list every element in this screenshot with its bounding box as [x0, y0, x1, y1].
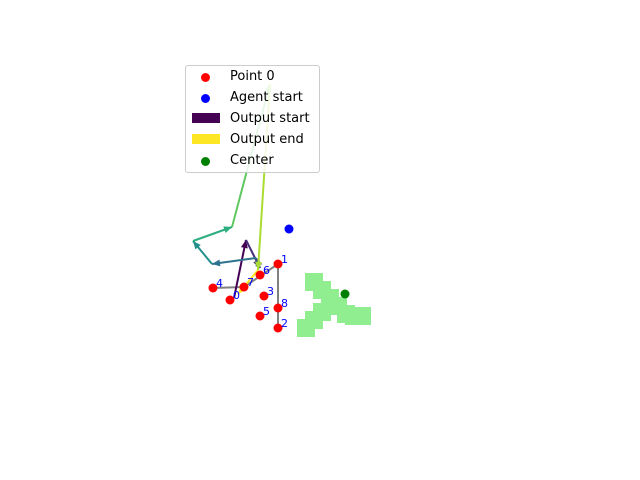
- point-marker-5: [255, 311, 265, 321]
- legend: Point 0 Agent start Output start Output …: [185, 65, 320, 173]
- trajectory-arrowhead-5: [223, 226, 232, 233]
- legend-swatch-output-end: [192, 134, 220, 144]
- point-marker-2: [273, 323, 283, 333]
- legend-item-output-end: Output end: [186, 130, 321, 150]
- point-marker-0: [225, 295, 235, 305]
- legend-item-agent-start: Agent start: [186, 88, 321, 108]
- legend-label-output-end: Output end: [230, 132, 304, 147]
- point-marker-6: [255, 270, 265, 280]
- trajectory-segment-0: [233, 239, 247, 299]
- legend-item-output-start: Output start: [186, 109, 321, 129]
- shape-cell-10: [321, 295, 339, 313]
- point-label-2: 2: [281, 317, 288, 330]
- legend-swatch-agent-start: [201, 94, 210, 103]
- point-label-0: 0: [233, 289, 240, 302]
- legend-label-point0: Point 0: [230, 69, 275, 84]
- point-label-3: 3: [267, 285, 274, 298]
- legend-label-output-start: Output start: [230, 111, 310, 126]
- point-marker-3: [259, 291, 269, 301]
- points-layer: [208, 259, 283, 333]
- point-label-1: 1: [281, 253, 288, 266]
- point-marker-4: [208, 283, 218, 293]
- legend-swatch-point0: [201, 73, 210, 82]
- point-label-8: 8: [281, 297, 288, 310]
- point-marker-1: [273, 259, 283, 269]
- point-label-7: 7: [247, 276, 254, 289]
- center-marker: [340, 289, 350, 299]
- trajectory-arrowhead-3: [212, 259, 221, 267]
- trajectory-arrowhead-7: [255, 261, 263, 270]
- point-marker-8: [273, 303, 283, 313]
- legend-label-agent-start: Agent start: [230, 90, 303, 105]
- point-label-4: 4: [216, 277, 223, 290]
- agent-start-marker: [284, 224, 294, 234]
- shape-cell-6: [353, 307, 371, 325]
- point-label-5: 5: [263, 305, 270, 318]
- markers-layer: [284, 224, 350, 299]
- point-labels: 0 1 2 3 4 5 67 8: [216, 253, 288, 330]
- point-marker-7: [239, 282, 249, 292]
- legend-label-center: Center: [230, 153, 274, 168]
- connection-line-0: [212, 286, 245, 289]
- legend-swatch-output-start: [192, 113, 220, 123]
- point-label-6: 6: [263, 264, 270, 277]
- trajectory-arrowhead-4: [193, 241, 201, 250]
- target-t-shape: [297, 273, 371, 337]
- legend-item-center: Center: [186, 151, 321, 171]
- legend-swatch-center: [201, 157, 210, 166]
- legend-item-point0: Point 0: [186, 67, 321, 87]
